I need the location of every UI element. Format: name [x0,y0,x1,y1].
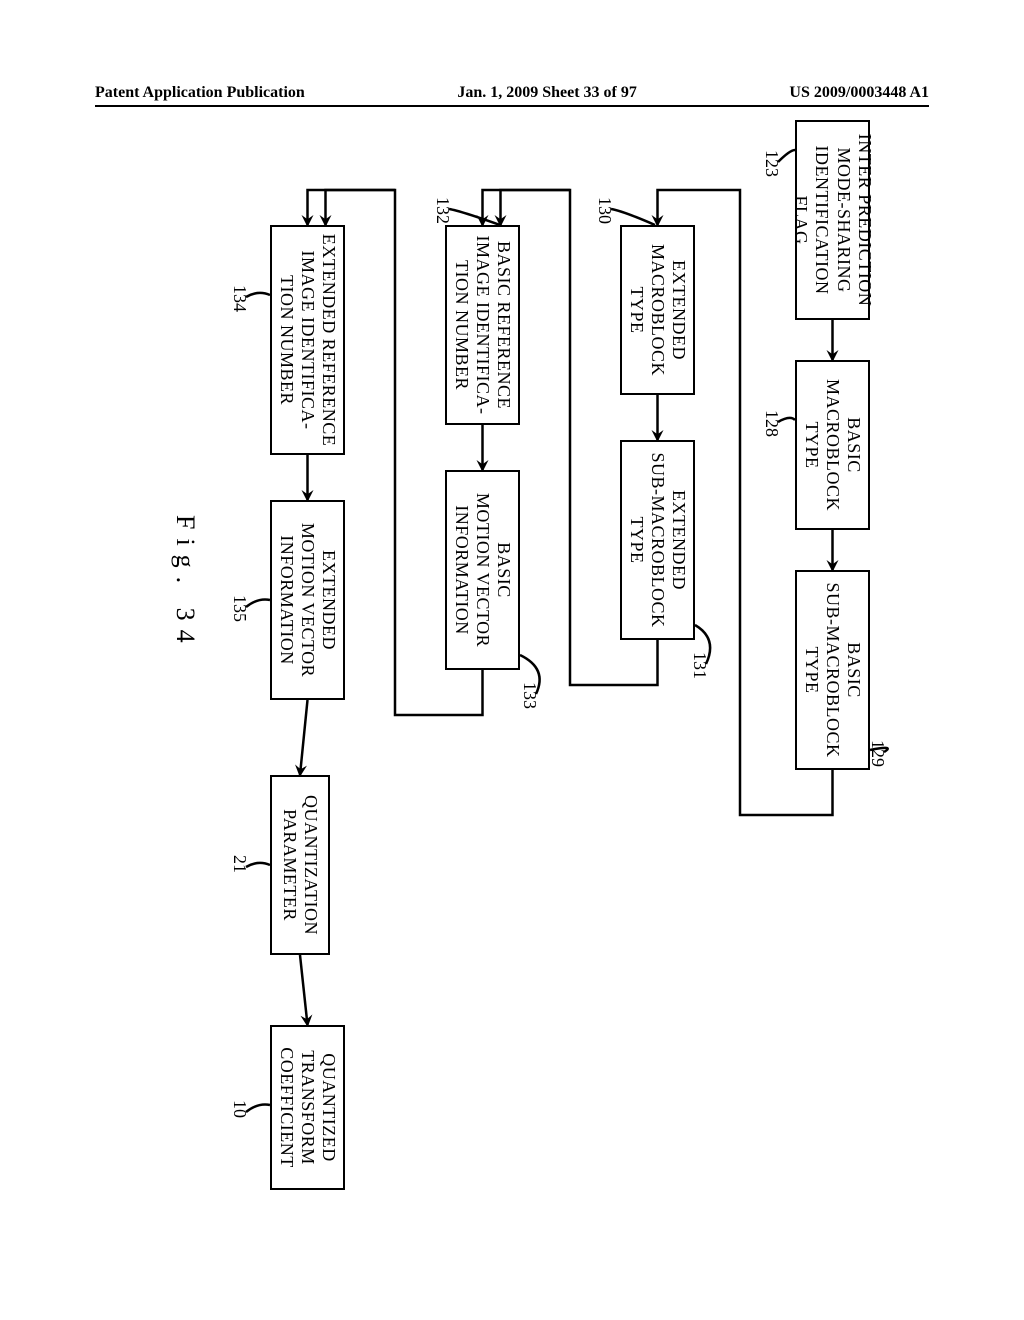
ref-b128: 128 [761,410,782,437]
diagram-stage: INTER PREDICTIONMODE-SHARINGIDENTIFICATI… [140,155,890,1235]
node-b128: BASICMACROBLOCKTYPE [795,360,870,530]
header-right: US 2009/0003448 A1 [789,84,929,102]
node-b132: BASIC REFERENCEIMAGE IDENTIFICA-TION NUM… [445,225,520,425]
header-center: Jan. 1, 2009 Sheet 33 of 97 [457,84,637,102]
node-b129: BASICSUB-MACROBLOCKTYPE [795,570,870,770]
ref-b129: 129 [867,740,888,767]
ref-b21: 21 [229,855,250,873]
node-b133: BASICMOTION VECTORINFORMATION [445,470,520,670]
ref-b133: 133 [519,682,540,709]
node-b10: QUANTIZEDTRANSFORMCOEFFICIENT [270,1025,345,1190]
figure-caption: Fig. 34 [170,515,200,652]
ref-b131: 131 [689,652,710,679]
node-b130: EXTENDEDMACROBLOCKTYPE [620,225,695,395]
ref-b130: 130 [594,197,615,224]
ref-b10: 10 [229,1100,250,1118]
ref-b132: 132 [432,197,453,224]
node-b134: EXTENDED REFERENCEIMAGE IDENTIFICA-TION … [270,225,345,455]
node-b123: INTER PREDICTIONMODE-SHARINGIDENTIFICATI… [795,120,870,320]
header-left: Patent Application Publication [95,84,305,102]
ref-b134: 134 [229,285,250,312]
node-b21: QUANTIZATIONPARAMETER [270,775,330,955]
node-b131: EXTENDEDSUB-MACROBLOCKTYPE [620,440,695,640]
ref-b135: 135 [229,595,250,622]
node-b135: EXTENDEDMOTION VECTORINFORMATION [270,500,345,700]
ref-b123: 123 [761,150,782,177]
header-rule [95,105,929,107]
